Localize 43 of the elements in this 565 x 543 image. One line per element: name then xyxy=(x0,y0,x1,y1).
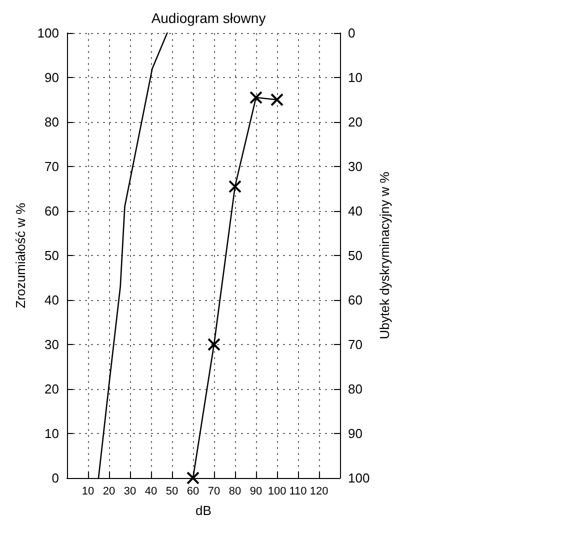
x-tick-label: 80 xyxy=(228,486,242,498)
y2-tick-label: 10 xyxy=(348,70,362,85)
x-tick-label: 100 xyxy=(268,486,286,498)
x-axis-title: dB xyxy=(196,503,212,518)
x-tick-label: 110 xyxy=(289,486,307,498)
y-tick-label: 10 xyxy=(44,426,59,441)
y2-tick-label: 60 xyxy=(348,292,362,308)
y2-tick-label: 50 xyxy=(348,248,362,263)
y-tick-label: 50 xyxy=(44,248,59,263)
point xyxy=(228,180,242,194)
x-tick-label: 60 xyxy=(186,486,200,498)
y2-tick-label: 20 xyxy=(348,114,362,130)
x-tick-label: 20 xyxy=(102,486,116,498)
y-tick-label: 60 xyxy=(44,204,59,218)
x-tick-label: 50 xyxy=(166,486,178,498)
y-tick-label: 70 xyxy=(44,159,59,174)
y2-tick-label: 100 xyxy=(348,470,370,486)
x-tick-label: 120 xyxy=(310,486,328,498)
y2-tick-label: 30 xyxy=(348,159,362,174)
y-tick-label: 90 xyxy=(44,70,59,85)
point xyxy=(186,472,200,484)
point xyxy=(250,91,262,104)
y2-tick-label: 0 xyxy=(348,26,356,40)
y-tick-label: 30 xyxy=(44,337,59,352)
y-tick-label: 20 xyxy=(44,382,59,396)
point xyxy=(270,93,284,106)
y2-tick-label: 90 xyxy=(348,426,362,441)
x-tick-label: 10 xyxy=(82,486,94,498)
y2-tick-label: 80 xyxy=(348,382,362,396)
y2-tick-label: 70 xyxy=(348,337,362,352)
y2-tick-label: 40 xyxy=(348,204,362,218)
x-tick-label: 70 xyxy=(208,486,220,498)
point xyxy=(208,338,220,351)
y-tick-label: 80 xyxy=(44,114,59,130)
chart-title: Audiogram słowny xyxy=(151,10,266,26)
x-tick-label: 30 xyxy=(124,486,136,498)
y-tick-label: 100 xyxy=(37,26,59,40)
y2-axis-title: Ubytek dyskryminacyjny w % xyxy=(377,171,392,340)
x-tick-label: 90 xyxy=(250,486,262,498)
x-tick-label: 40 xyxy=(144,486,158,498)
y-tick-label: 0 xyxy=(52,470,59,486)
y-axis-title: Zrozumiałość w % xyxy=(13,202,28,308)
y-tick-label: 40 xyxy=(44,292,59,308)
